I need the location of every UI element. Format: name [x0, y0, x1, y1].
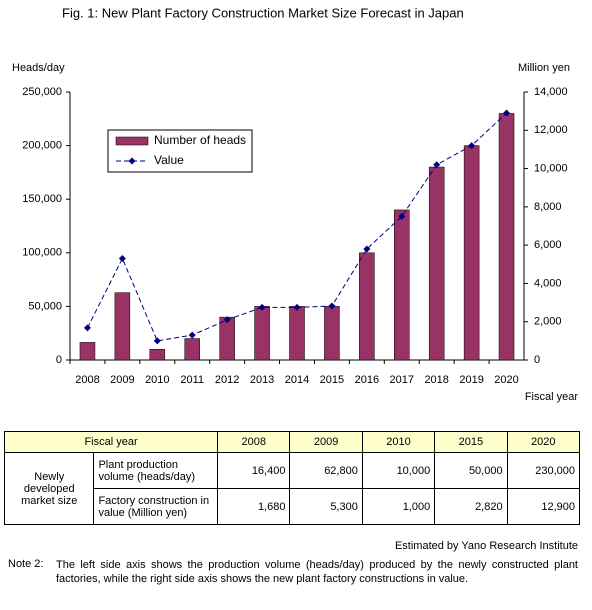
x-tick-label: 2019 — [459, 374, 483, 386]
marker — [258, 303, 266, 311]
note-label: Note 2: — [8, 558, 44, 570]
marker — [188, 331, 196, 339]
x-tick-label: 2020 — [494, 374, 518, 386]
bar — [428, 166, 445, 361]
x-tick-label: 2013 — [250, 374, 274, 386]
y-tick-label: 200,000 — [22, 140, 62, 152]
table-header: 2015 — [434, 431, 508, 453]
y2-tick-label: 4,000 — [534, 277, 562, 289]
x-tick-label: 2012 — [215, 374, 239, 386]
legend-swatch — [115, 136, 149, 146]
x-tick-label: 2016 — [355, 374, 379, 386]
bar — [324, 306, 340, 361]
cell: 50,000 — [434, 452, 508, 489]
legend-label: Number of heads — [154, 133, 246, 147]
cell: 2,820 — [434, 488, 508, 525]
bar — [114, 292, 131, 361]
marker — [293, 303, 301, 311]
cell: 12,900 — [506, 488, 581, 525]
cell: 230,000 — [506, 452, 581, 489]
marker — [468, 142, 476, 150]
y2-tick-label: 10,000 — [534, 162, 568, 174]
cell: 1,680 — [217, 488, 291, 525]
bar — [254, 306, 270, 361]
legend-label: Value — [154, 153, 184, 167]
y-tick-label: 100,000 — [22, 247, 62, 259]
legend-marker — [128, 157, 136, 165]
row-group: Newly developed market size — [3, 452, 95, 525]
bar — [184, 338, 200, 361]
marker — [118, 255, 126, 263]
cell: 5,300 — [289, 488, 363, 525]
table-header: Fiscal year — [3, 431, 219, 453]
cell: 1,000 — [361, 488, 436, 525]
table-header: 2020 — [506, 431, 581, 453]
y2-tick-label: 14,000 — [534, 86, 568, 98]
x-tick-label: 2018 — [424, 374, 448, 386]
table-header: 2008 — [217, 431, 291, 453]
y2-tick-label: 2,000 — [534, 316, 562, 328]
note: Note 2: The left side axis shows the pro… — [8, 558, 578, 586]
bar — [498, 113, 515, 361]
y-tick-label: 250,000 — [22, 86, 62, 98]
chart: Fig. 1: New Plant Factory Construction M… — [12, 5, 579, 403]
marker — [503, 109, 511, 117]
chart-title: Fig. 1: New Plant Factory Construction M… — [62, 5, 464, 20]
y-axis-label: Heads/day — [12, 62, 65, 74]
y2-tick-label: 6,000 — [534, 239, 562, 251]
cell: 10,000 — [361, 452, 436, 489]
x-axis-label: Fiscal year — [525, 391, 579, 403]
table-header: 2010 — [361, 431, 436, 453]
x-tick-label: 2009 — [110, 374, 134, 386]
data-table: Fiscal year 2008 2009 2010 2015 2020 New… — [3, 431, 581, 525]
y2-tick-label: 8,000 — [534, 201, 562, 213]
y2-tick-label: 0 — [534, 354, 540, 366]
x-tick-label: 2017 — [390, 374, 414, 386]
marker — [83, 324, 91, 332]
bar — [219, 316, 235, 361]
x-tick-label: 2011 — [180, 374, 204, 386]
x-tick-label: 2014 — [285, 374, 309, 386]
x-tick-label: 2010 — [145, 374, 169, 386]
cell: 16,400 — [217, 452, 291, 489]
bar — [289, 306, 305, 361]
marker — [433, 161, 441, 169]
table-header: 2009 — [289, 431, 363, 453]
bar — [149, 349, 166, 361]
x-tick-label: 2008 — [75, 374, 99, 386]
marker — [363, 245, 371, 253]
marker — [398, 212, 406, 220]
y2-tick-label: 12,000 — [534, 124, 568, 136]
row-label: Plant production volume (heads/day) — [93, 452, 219, 489]
source: Estimated by Yano Research Institute — [394, 540, 578, 552]
cell: 62,800 — [289, 452, 363, 489]
bar — [359, 252, 375, 361]
row-label: Factory construction in value (Million y… — [93, 488, 219, 525]
bar — [394, 209, 410, 361]
y2-axis-label: Million yen — [518, 62, 570, 74]
marker — [223, 316, 231, 324]
y-tick-label: 50,000 — [28, 300, 62, 312]
x-tick-label: 2015 — [320, 374, 344, 386]
marker — [153, 337, 161, 345]
bar — [79, 342, 96, 361]
bar — [463, 145, 480, 361]
note-text: The left side axis shows the production … — [56, 559, 578, 585]
y-tick-label: 150,000 — [22, 193, 62, 205]
y-tick-label: 0 — [56, 354, 62, 366]
marker — [328, 302, 336, 310]
